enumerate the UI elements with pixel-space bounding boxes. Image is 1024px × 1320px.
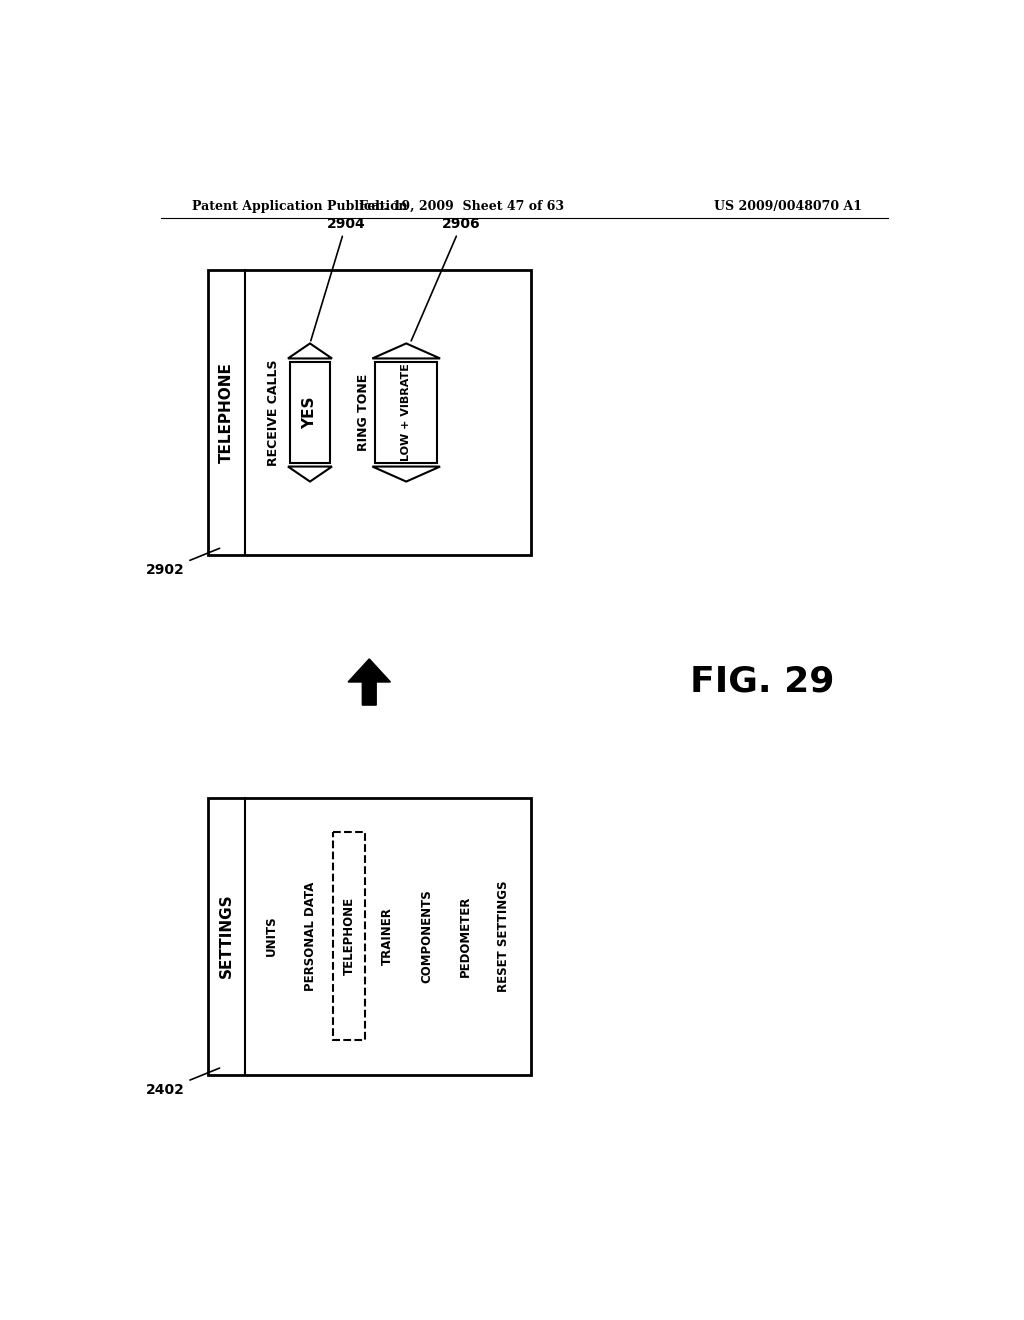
Text: COMPONENTS: COMPONENTS — [420, 890, 433, 983]
Text: US 2009/0048070 A1: US 2009/0048070 A1 — [714, 199, 862, 213]
Text: TRAINER: TRAINER — [381, 907, 394, 965]
Text: TELEPHONE: TELEPHONE — [218, 362, 233, 463]
Text: FIG. 29: FIG. 29 — [690, 665, 835, 700]
Text: Feb. 19, 2009  Sheet 47 of 63: Feb. 19, 2009 Sheet 47 of 63 — [359, 199, 564, 213]
Text: SETTINGS: SETTINGS — [218, 894, 233, 978]
Text: 2906: 2906 — [412, 216, 481, 341]
Text: TELEPHONE: TELEPHONE — [342, 898, 355, 975]
Text: LOW + VIBRATE: LOW + VIBRATE — [401, 363, 412, 462]
Text: 2402: 2402 — [145, 1068, 219, 1097]
Text: PEDOMETER: PEDOMETER — [459, 895, 472, 977]
Text: UNITS: UNITS — [265, 916, 279, 957]
Text: 2904: 2904 — [310, 216, 366, 341]
FancyArrow shape — [348, 659, 390, 705]
Text: Patent Application Publication: Patent Application Publication — [193, 199, 408, 213]
Text: YES: YES — [302, 396, 317, 429]
Bar — [376, 363, 437, 462]
Bar — [290, 363, 330, 462]
Text: RESET SETTINGS: RESET SETTINGS — [498, 880, 510, 991]
Text: PERSONAL DATA: PERSONAL DATA — [304, 882, 316, 991]
Text: RECEIVE CALLS: RECEIVE CALLS — [267, 359, 281, 466]
Bar — [208, 797, 531, 1074]
Bar — [208, 271, 531, 554]
Text: RING TONE: RING TONE — [357, 374, 371, 451]
Bar — [333, 832, 366, 1040]
Text: 2902: 2902 — [145, 548, 219, 577]
